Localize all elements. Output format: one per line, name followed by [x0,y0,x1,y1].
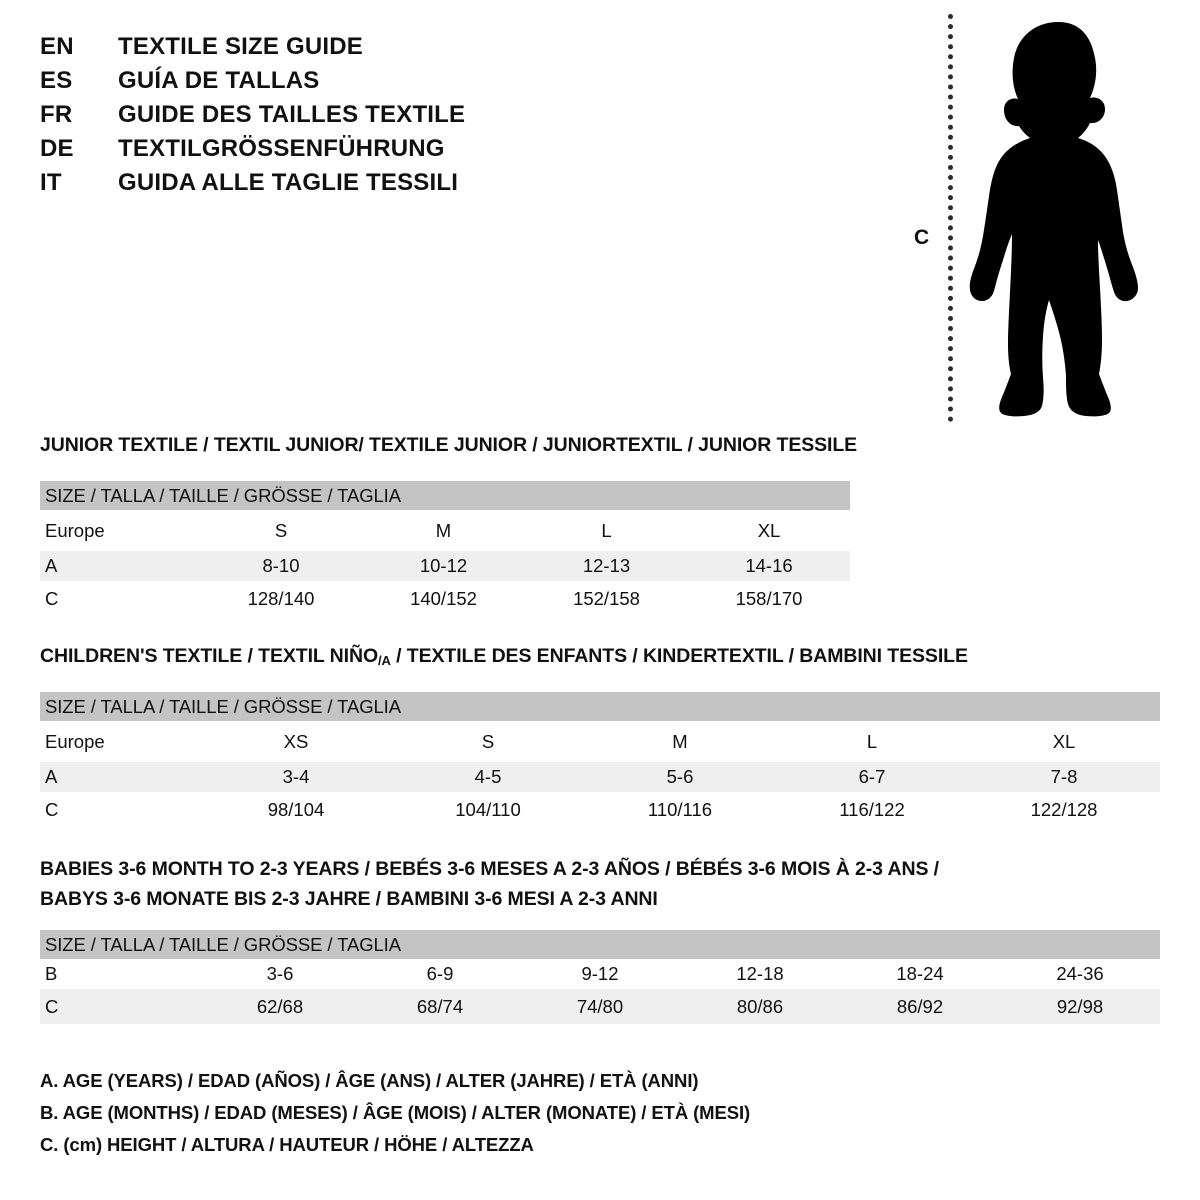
babies-c-5: 86/92 [840,989,1000,1024]
legend-row-b: B. AGE (MONTHS) / EDAD (MESES) / ÂGE (MO… [40,1102,751,1123]
babies-row-label-b: B [40,959,200,989]
language-row-de: DE TEXTILGRÖSSENFÜHRUNG [40,132,560,166]
children-a-m: 5-6 [584,762,776,792]
section-heading-babies-line1: BABIES 3-6 MONTH TO 2-3 YEARS / BEBÉS 3-… [40,858,939,880]
children-col-l: L [776,721,968,762]
babies-c-1: 62/68 [200,989,360,1024]
child-silhouette-icon [969,22,1138,417]
junior-c-l: 152/158 [525,581,688,616]
children-heading-sub: /A [378,653,391,668]
babies-b-3: 9-12 [520,959,680,989]
babies-b-2: 6-9 [360,959,520,989]
junior-col-xl: XL [688,510,851,551]
junior-a-xl: 14-16 [688,551,851,581]
language-row-en: EN TEXTILE SIZE GUIDE [40,30,560,64]
babies-b-4: 12-18 [680,959,840,989]
legend-row-a: A. AGE (YEARS) / EDAD (AÑOS) / ÂGE (ANS)… [40,1070,699,1091]
language-title-block: EN TEXTILE SIZE GUIDE ES GUÍA DE TALLAS … [40,30,560,200]
table-row: C 128/140 140/152 152/158 158/170 [40,581,851,616]
junior-a-l: 12-13 [525,551,688,581]
children-a-xl: 7-8 [968,762,1161,792]
section-heading-babies-line2: BABYS 3-6 MONATE BIS 2-3 JAHRE / BAMBINI… [40,888,658,910]
language-title-en: TEXTILE SIZE GUIDE [118,33,363,60]
children-c-xl: 122/128 [968,792,1161,827]
language-title-fr: GUIDE DES TAILLES TEXTILE [118,101,466,128]
junior-row-label-a: A [40,551,200,581]
legend-block: A. AGE (YEARS) / EDAD (AÑOS) / ÂGE (ANS)… [40,1065,940,1161]
language-title-it: GUIDA ALLE TAGLIE TESSILI [118,169,459,196]
language-code-fr: FR [40,101,73,128]
babies-size-table: SIZE / TALLA / TAILLE / GRÖSSE / TAGLIA … [40,930,1161,1024]
children-col-m: M [584,721,776,762]
section-heading-children: CHILDREN'S TEXTILE / TEXTIL NIÑO/A / TEX… [40,645,968,668]
junior-col-l: L [525,510,688,551]
babies-c-6: 92/98 [1000,989,1161,1024]
language-row-es: ES GUÍA DE TALLAS [40,64,560,98]
junior-a-s: 8-10 [200,551,362,581]
language-row-it: IT GUIDA ALLE TAGLIE TESSILI [40,166,560,200]
children-a-l: 6-7 [776,762,968,792]
children-a-s: 4-5 [392,762,584,792]
children-col-xl: XL [968,721,1161,762]
babies-b-1: 3-6 [200,959,360,989]
junior-c-xl: 158/170 [688,581,851,616]
children-c-xs: 98/104 [200,792,392,827]
junior-row-label-c: C [40,581,200,616]
junior-a-m: 10-12 [362,551,525,581]
junior-size-table: SIZE / TALLA / TAILLE / GRÖSSE / TAGLIA … [40,481,851,616]
language-code-it: IT [40,169,62,196]
junior-table-header-row: SIZE / TALLA / TAILLE / GRÖSSE / TAGLIA [40,481,851,510]
children-size-table: SIZE / TALLA / TAILLE / GRÖSSE / TAGLIA … [40,692,1161,827]
children-a-xs: 3-4 [200,762,392,792]
legend-row-c: C. (cm) HEIGHT / ALTURA / HAUTEUR / HÖHE… [40,1134,534,1155]
height-dotted-line [948,14,953,422]
children-row-label-c: C [40,792,200,827]
table-row: A 8-10 10-12 12-13 14-16 [40,551,851,581]
language-row-fr: FR GUIDE DES TAILLES TEXTILE [40,98,560,132]
height-measure-label: C [914,226,930,249]
junior-col-s: S [200,510,362,551]
babies-b-6: 24-36 [1000,959,1161,989]
junior-col-m: M [362,510,525,551]
children-table-column-row: Europe XS S M L XL [40,721,1161,762]
babies-table-header-label: SIZE / TALLA / TAILLE / GRÖSSE / TAGLIA [40,930,1161,959]
section-heading-junior: JUNIOR TEXTILE / TEXTIL JUNIOR/ TEXTILE … [40,434,858,456]
language-code-es: ES [40,67,73,94]
babies-c-3: 74/80 [520,989,680,1024]
height-figure: C [900,14,1170,424]
babies-table-header-row: SIZE / TALLA / TAILLE / GRÖSSE / TAGLIA [40,930,1161,959]
table-row: C 98/104 104/110 110/116 116/122 122/128 [40,792,1161,827]
table-row: A 3-4 4-5 5-6 6-7 7-8 [40,762,1161,792]
children-table-header-row: SIZE / TALLA / TAILLE / GRÖSSE / TAGLIA [40,692,1161,721]
table-row: B 3-6 6-9 9-12 12-18 18-24 24-36 [40,959,1161,989]
language-title-es: GUÍA DE TALLAS [118,67,320,94]
language-code-de: DE [40,135,74,162]
babies-b-5: 18-24 [840,959,1000,989]
junior-col-label-europe: Europe [40,510,200,551]
babies-c-4: 80/86 [680,989,840,1024]
children-col-xs: XS [200,721,392,762]
junior-c-s: 128/140 [200,581,362,616]
babies-c-2: 68/74 [360,989,520,1024]
junior-c-m: 140/152 [362,581,525,616]
children-heading-pre: CHILDREN'S TEXTILE / TEXTIL NIÑO [40,645,379,667]
children-table-header-label: SIZE / TALLA / TAILLE / GRÖSSE / TAGLIA [40,692,1161,721]
children-row-label-a: A [40,762,200,792]
language-title-de: TEXTILGRÖSSENFÜHRUNG [118,135,445,162]
children-c-s: 104/110 [392,792,584,827]
children-col-label-europe: Europe [40,721,200,762]
children-heading-post: / TEXTILE DES ENFANTS / KINDERTEXTIL / B… [390,645,968,667]
babies-row-label-c: C [40,989,200,1024]
junior-table-header-label: SIZE / TALLA / TAILLE / GRÖSSE / TAGLIA [40,481,851,510]
children-c-l: 116/122 [776,792,968,827]
children-col-s: S [392,721,584,762]
children-c-m: 110/116 [584,792,776,827]
language-code-en: EN [40,33,74,60]
table-row: C 62/68 68/74 74/80 80/86 86/92 92/98 [40,989,1161,1024]
junior-table-column-row: Europe S M L XL [40,510,851,551]
